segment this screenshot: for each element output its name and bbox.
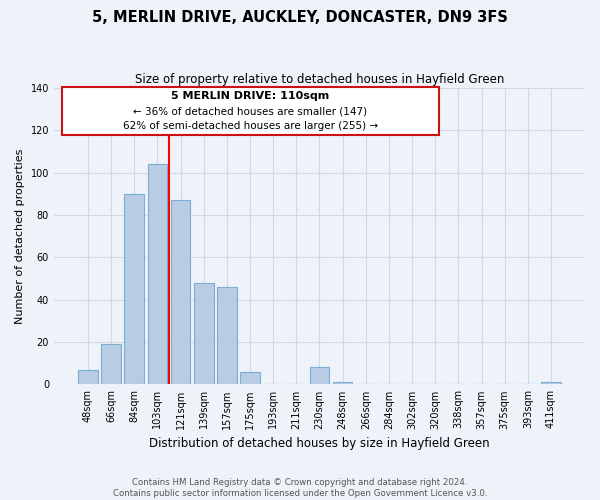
- Bar: [148, 164, 167, 384]
- Y-axis label: Number of detached properties: Number of detached properties: [15, 148, 25, 324]
- Text: 5, MERLIN DRIVE, AUCKLEY, DONCASTER, DN9 3FS: 5, MERLIN DRIVE, AUCKLEY, DONCASTER, DN9…: [92, 10, 508, 25]
- Bar: [217, 287, 236, 384]
- Title: Size of property relative to detached houses in Hayfield Green: Size of property relative to detached ho…: [135, 72, 504, 86]
- Text: ← 36% of detached houses are smaller (147): ← 36% of detached houses are smaller (14…: [133, 106, 367, 116]
- Bar: [240, 372, 260, 384]
- Bar: [541, 382, 561, 384]
- Bar: [78, 370, 98, 384]
- Text: 5 MERLIN DRIVE: 110sqm: 5 MERLIN DRIVE: 110sqm: [171, 92, 329, 102]
- FancyBboxPatch shape: [62, 86, 439, 136]
- Bar: [333, 382, 352, 384]
- Bar: [194, 283, 214, 384]
- Bar: [310, 368, 329, 384]
- Bar: [170, 200, 190, 384]
- X-axis label: Distribution of detached houses by size in Hayfield Green: Distribution of detached houses by size …: [149, 437, 490, 450]
- Bar: [101, 344, 121, 385]
- Bar: [124, 194, 144, 384]
- Text: 62% of semi-detached houses are larger (255) →: 62% of semi-detached houses are larger (…: [123, 120, 378, 130]
- Text: Contains HM Land Registry data © Crown copyright and database right 2024.
Contai: Contains HM Land Registry data © Crown c…: [113, 478, 487, 498]
